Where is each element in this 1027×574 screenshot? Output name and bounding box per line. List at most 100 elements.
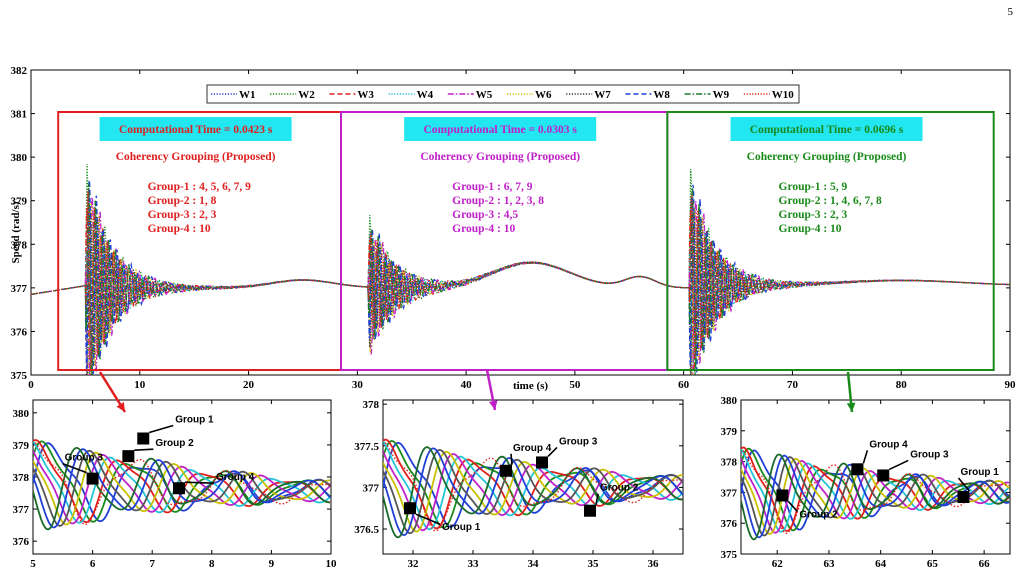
zoom-arrow-1-head xyxy=(116,402,125,412)
annotation-label: Group 4 xyxy=(869,439,908,450)
main-series xyxy=(31,163,1010,375)
annotation-arrow xyxy=(787,500,798,513)
zoom3-ytick-label: 380 xyxy=(721,395,738,407)
zoom3-series-line xyxy=(741,447,1010,532)
group-label: Group-3 : 4,5 xyxy=(452,209,518,221)
group-label: Group-2 : 1, 4, 6, 7, 8 xyxy=(779,195,883,207)
group-marker xyxy=(851,463,864,476)
zoom1-series-line xyxy=(33,446,330,531)
time-label-bg xyxy=(730,117,923,141)
main-xtick-label: 50 xyxy=(569,379,581,391)
group-marker xyxy=(500,464,512,477)
zoom2-series-line xyxy=(383,449,683,535)
main-xtick-label: 0 xyxy=(28,379,34,391)
main-ytick-label: 382 xyxy=(11,65,28,77)
zoom2-xtick-label: 36 xyxy=(648,558,660,570)
zoom1-xtick-label: 10 xyxy=(326,558,338,570)
group-marker xyxy=(776,489,789,502)
zoom2-xtick-label: 35 xyxy=(588,558,600,570)
zoom2-series-line xyxy=(383,451,683,532)
zoom3-xtick-label: 62 xyxy=(772,558,784,570)
legend-entry: W7 xyxy=(594,89,611,101)
zoom1-xtick-label: 5 xyxy=(30,558,36,570)
zoom1-ytick-label: 377 xyxy=(13,504,30,516)
group-marker xyxy=(404,502,416,515)
zoom1-xtick-label: 7 xyxy=(149,558,155,570)
x-axis-label: time (s) xyxy=(513,380,548,392)
annotation-label: Group 3 xyxy=(65,453,104,464)
group-label: Group-3 : 2, 3 xyxy=(779,209,848,221)
region-box xyxy=(666,111,995,371)
group-label: Group-4 : 10 xyxy=(452,223,515,235)
zoom3-xtick-label: 63 xyxy=(823,558,835,570)
group-marker xyxy=(137,432,150,445)
zoom1-xtick-label: 6 xyxy=(90,558,96,570)
computational-time-label: Computational Time = 0.0303 s xyxy=(423,124,577,136)
zoom3-ytick-label: 375 xyxy=(721,549,738,561)
annotation-arrow xyxy=(510,453,513,465)
legend-entry: W5 xyxy=(476,89,493,101)
zoom-arrow-2-head xyxy=(488,400,498,410)
main-xtick-label: 70 xyxy=(787,379,799,391)
zoom3-ytick-label: 378 xyxy=(721,457,738,469)
annotation-arrow xyxy=(184,481,215,485)
zoom1-series-line xyxy=(33,450,331,525)
main-ytick-label: 376 xyxy=(11,326,28,338)
annotation-arrow xyxy=(149,424,174,434)
method-label: Coherency Grouping (Proposed) xyxy=(747,151,907,163)
annotation-label: Group 3 xyxy=(910,449,949,460)
group-label: Group-1 : 6, 7, 9 xyxy=(452,181,533,193)
series-line-W10 xyxy=(31,190,1010,367)
series-line-W4 xyxy=(31,221,1010,375)
annotation-arrow xyxy=(547,446,558,457)
zoom1-series-line xyxy=(33,448,331,529)
group-marker xyxy=(86,472,99,485)
annotation-arrow xyxy=(888,459,909,471)
annotation-label: Group 1 xyxy=(175,415,214,426)
zoom2-series-line xyxy=(383,446,683,539)
main-xtick-label: 60 xyxy=(678,379,690,391)
group-label: Group-2 : 1, 8 xyxy=(148,195,217,207)
group-label: Group-2 : 1, 2, 3, 8 xyxy=(452,195,544,207)
zoom2-ytick-label: 376.5 xyxy=(354,524,379,536)
computational-time-label: Computational Time = 0.0423 s xyxy=(119,124,273,136)
legend-entry: W2 xyxy=(298,89,315,101)
zoom1-ytick-label: 376 xyxy=(13,536,30,548)
zoom2-xtick-label: 34 xyxy=(528,558,540,570)
group-label: Group-3 : 2, 3 xyxy=(148,209,217,221)
group-label: Group-4 : 10 xyxy=(148,223,211,235)
annotation-arrow xyxy=(595,493,599,505)
computational-time-label: Computational Time = 0.0696 s xyxy=(750,124,904,136)
legend-entry: W9 xyxy=(713,89,730,101)
zoom3-xtick-label: 64 xyxy=(875,558,887,570)
main-ytick-label: 377 xyxy=(11,283,28,295)
zoom1-series-line xyxy=(33,442,331,523)
legend-entry: W8 xyxy=(653,89,670,101)
main-xtick-label: 30 xyxy=(352,379,364,391)
zoom3-series-line xyxy=(741,454,1010,539)
annotation-arrow xyxy=(957,477,971,492)
group-label: Group-4 : 10 xyxy=(779,223,842,235)
legend: W1 W2 W3 W4 W5 W6 W7 W8 W9 W10 xyxy=(206,84,800,104)
main-xtick-label: 20 xyxy=(243,379,255,391)
zoom1-series-line xyxy=(33,440,331,524)
y-axis-label: Speed (rad/s) xyxy=(10,201,22,263)
main-axes: 0 10 20 30 40 50 60 70 80 90 375 376 377 378 379 380 381… xyxy=(11,65,1017,391)
zoom3-xtick-label: 65 xyxy=(927,558,939,570)
group-marker xyxy=(122,450,135,463)
zoom2-ytick-label: 377.5 xyxy=(354,441,379,453)
main-frame xyxy=(30,69,1011,376)
zoom2-ytick-label: 377 xyxy=(363,482,380,494)
zoom-arrow-3-head xyxy=(846,402,856,412)
zoom1-xtick-label: 9 xyxy=(269,558,275,570)
zoom1-series-line xyxy=(33,439,331,526)
zoom2-series-line xyxy=(383,450,683,533)
time-label-bg xyxy=(99,117,292,141)
annotation-label: Group 2 xyxy=(600,483,639,494)
region-3: Computational Time = 0.0696 s Coherency G… xyxy=(666,111,995,371)
annotation-arrow xyxy=(62,462,87,474)
method-label: Coherency Grouping (Proposed) xyxy=(116,151,276,163)
region-2: Computational Time = 0.0303 s Coherency G… xyxy=(340,111,669,371)
zoom3-ytick-label: 379 xyxy=(721,426,738,438)
